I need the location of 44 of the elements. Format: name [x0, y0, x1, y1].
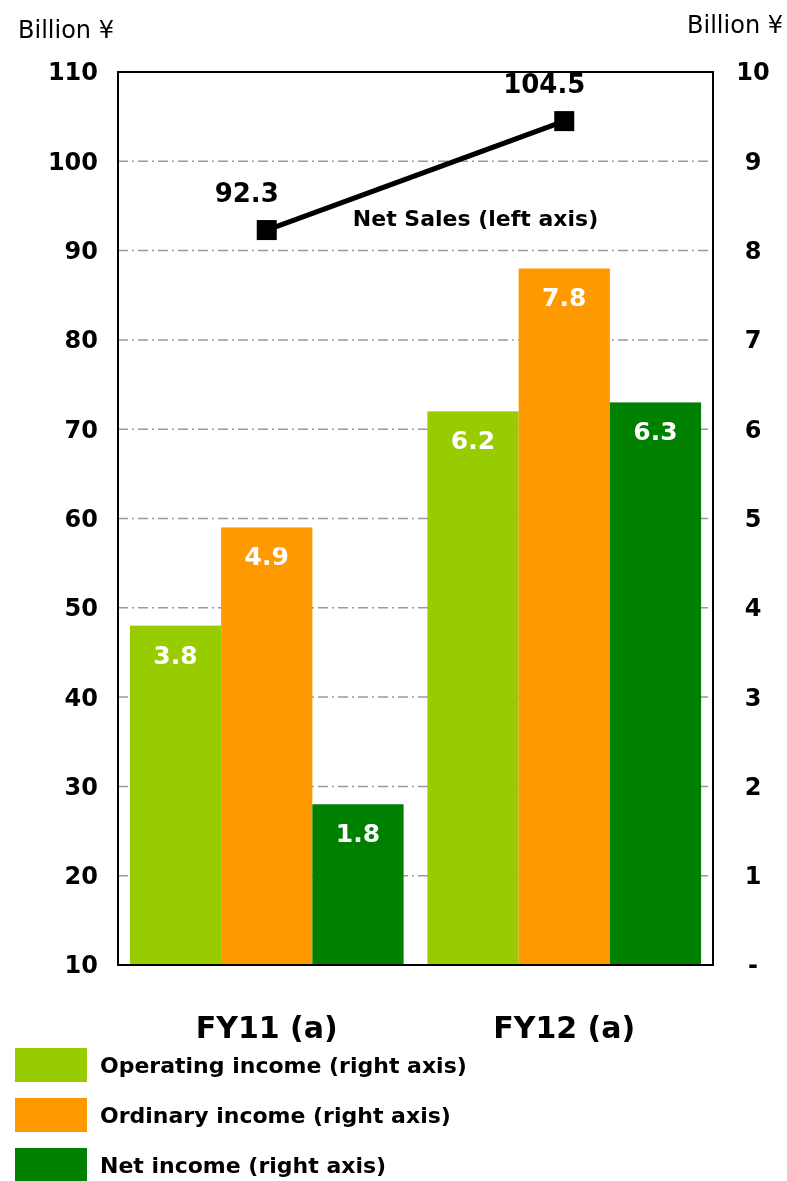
data-label: 1.8 — [335, 819, 381, 849]
bar — [129, 625, 222, 965]
y2-tick-label: 1 — [744, 862, 762, 891]
y2-tick-label: 2 — [744, 772, 762, 801]
y-tick-label: 50 — [64, 594, 98, 623]
y2-tick-label: 4 — [744, 594, 762, 623]
y-tick-label: 60 — [64, 504, 98, 533]
legend-label: Ordinary income (right axis) — [100, 1102, 451, 1128]
bar — [427, 411, 519, 965]
y2-axis-title: Billion ¥ — [687, 11, 783, 39]
y2-tick-label: 7 — [744, 326, 762, 355]
data-label: 92.3 — [214, 178, 279, 209]
y2-tick-label: 10 — [736, 58, 770, 87]
y-axis-title: Billion ¥ — [18, 16, 114, 44]
data-label: 3.8 — [153, 640, 198, 670]
bar — [609, 402, 702, 965]
y-tick-label: 30 — [64, 772, 98, 801]
x-tick-label: FY11 (a) — [195, 1010, 338, 1045]
data-label: 6.2 — [450, 426, 496, 456]
y2-tick-label: - — [748, 951, 758, 980]
y2-tick-label: 3 — [744, 683, 762, 712]
y-tick-label: 100 — [47, 147, 98, 176]
bar — [518, 268, 610, 965]
data-label: 4.9 — [244, 542, 289, 572]
data-label: 104.5 — [503, 69, 586, 100]
legend-label: Net income (right axis) — [100, 1152, 387, 1178]
series-label: Net Sales (left axis) — [352, 205, 599, 231]
y-tick-label: 20 — [64, 862, 98, 891]
y-tick-label: 80 — [64, 326, 98, 355]
y-tick-label: 70 — [64, 415, 98, 444]
data-label: 6.3 — [633, 417, 678, 447]
y2-tick-label: 6 — [744, 415, 762, 444]
y-tick-label: 90 — [64, 237, 98, 265]
legend-label: Operating income (right axis) — [100, 1052, 467, 1078]
y-tick-label: 110 — [47, 58, 98, 87]
x-tick-label: FY12 (a) — [493, 1010, 636, 1045]
y-tick-label: 40 — [64, 683, 98, 712]
y2-tick-label: 8 — [744, 237, 762, 265]
bar — [312, 804, 404, 965]
y-tick-label: 10 — [64, 951, 98, 980]
y2-tick-label: 5 — [744, 504, 762, 533]
bar — [221, 527, 313, 965]
data-label: 7.8 — [542, 283, 587, 313]
y2-tick-label: 9 — [744, 147, 762, 176]
